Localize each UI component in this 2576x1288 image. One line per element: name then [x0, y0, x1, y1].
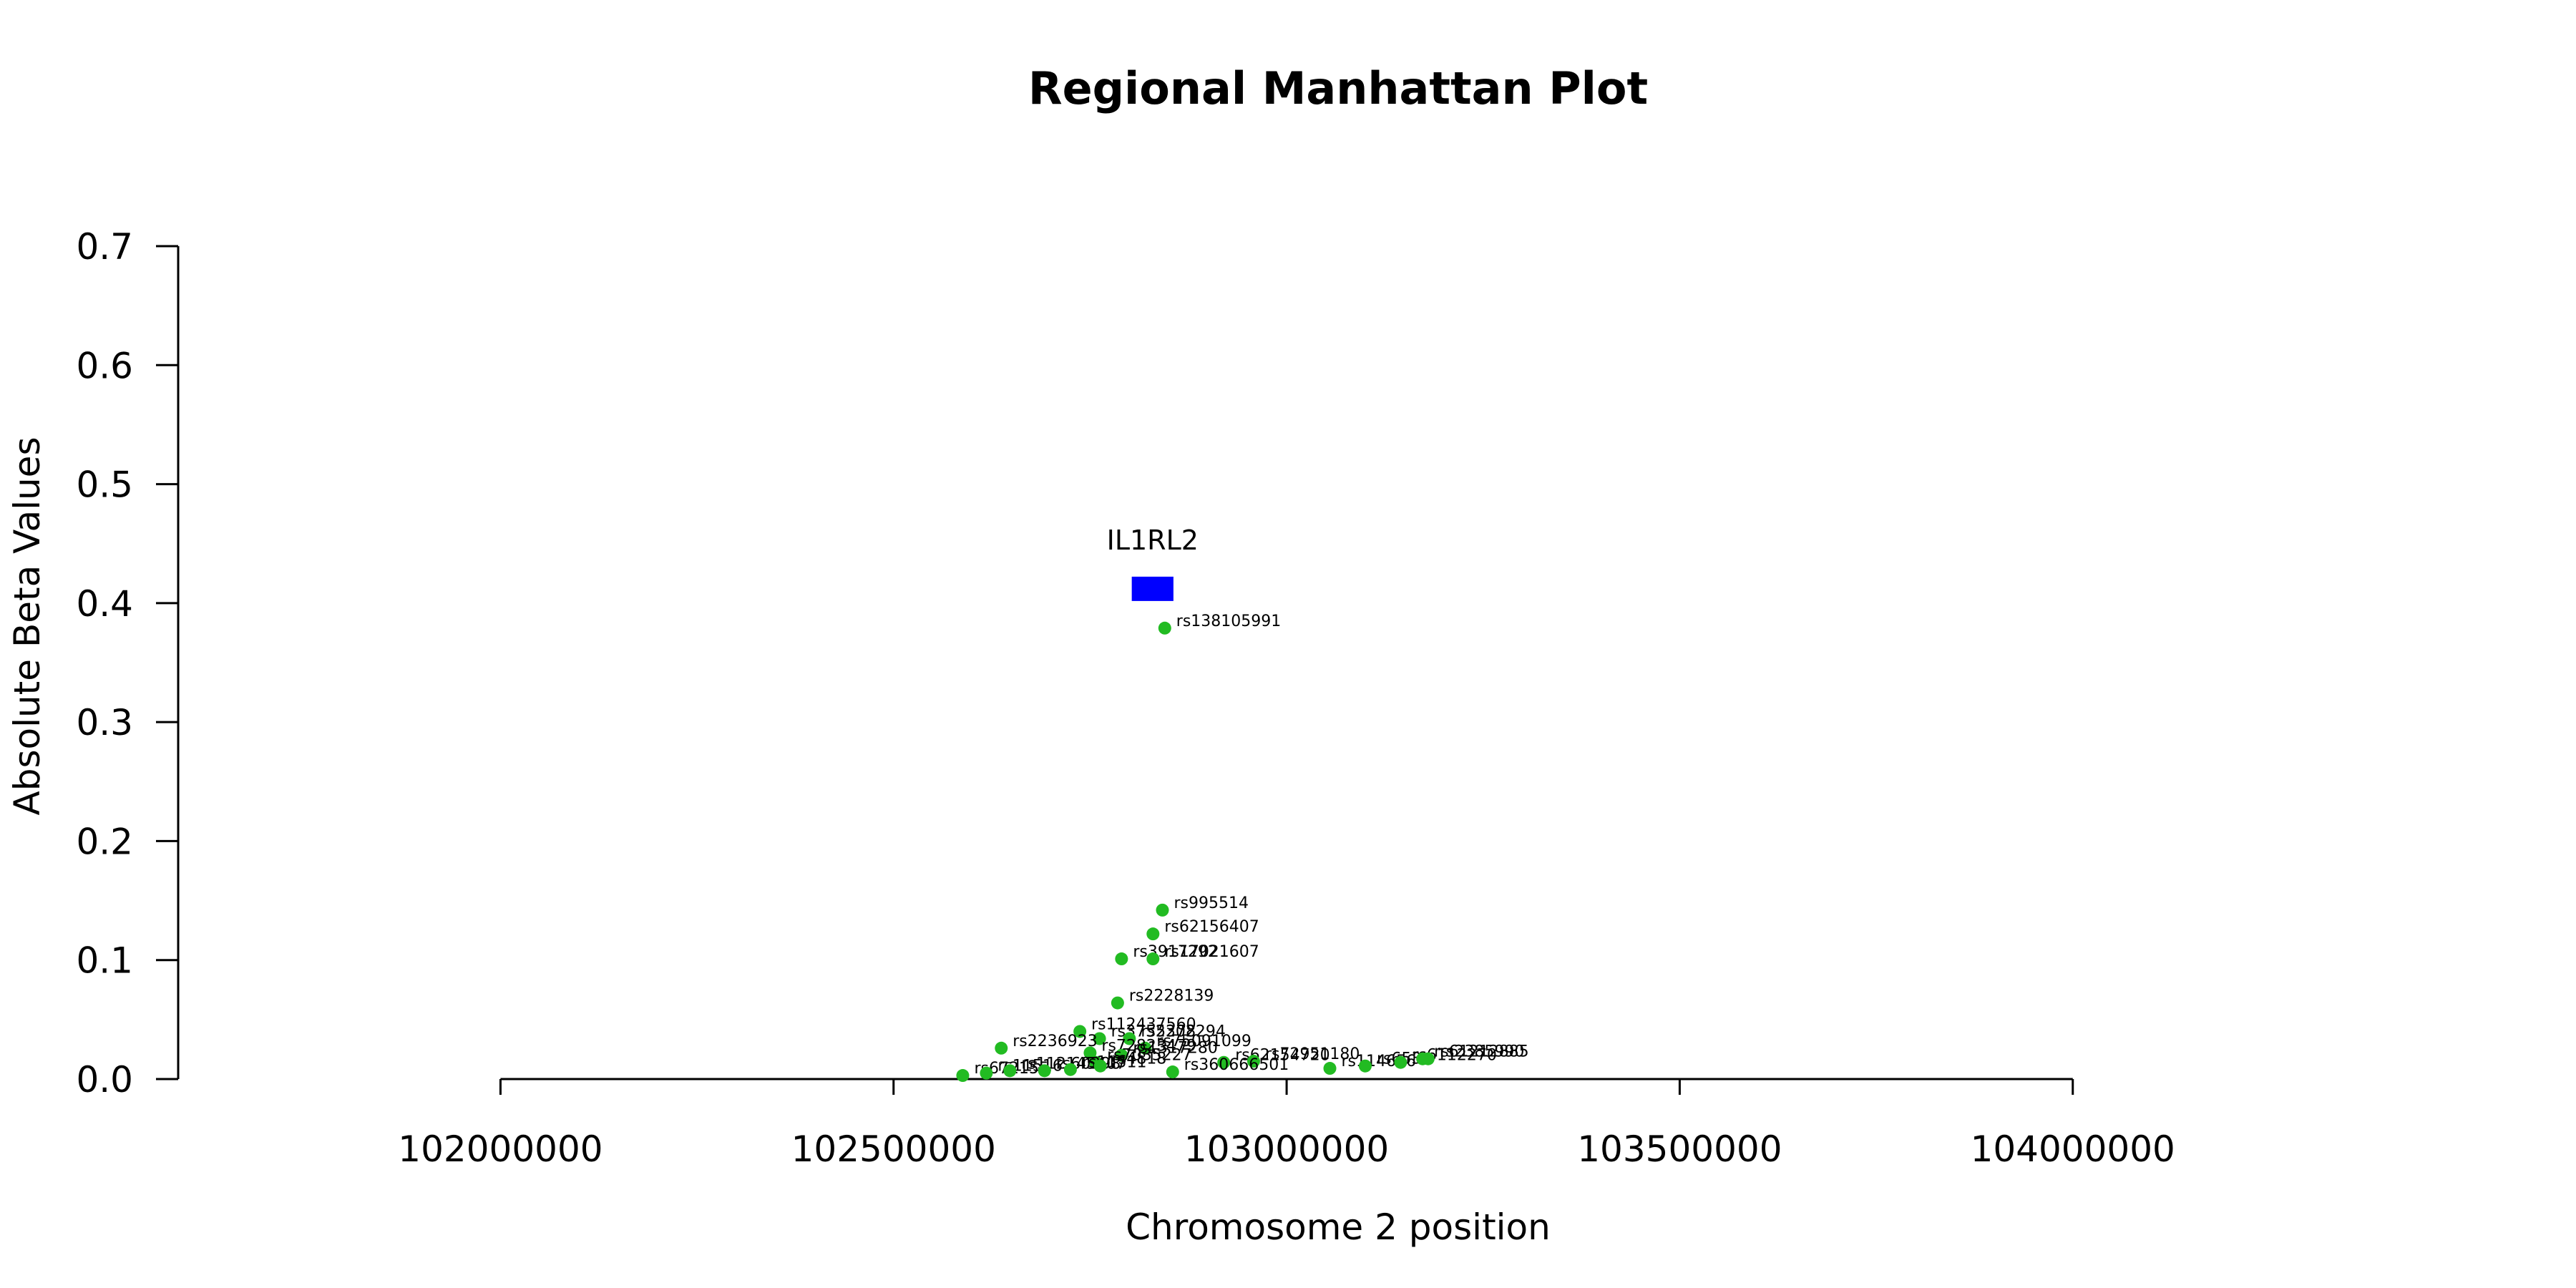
snp-label: rs2228139	[1129, 987, 1214, 1005]
gene-label: IL1RL2	[1107, 525, 1199, 556]
snp-label: rs995514	[1174, 894, 1249, 912]
snp-point	[1115, 952, 1128, 966]
snp-label: rs2236923	[1013, 1033, 1098, 1050]
snp-point	[1358, 1059, 1372, 1073]
snp-label: rs2385990	[1440, 1043, 1525, 1061]
snp-point	[1093, 1032, 1106, 1045]
y-tick-label: 0.4	[76, 583, 133, 625]
x-tick-label: 104000000	[1971, 1128, 2175, 1170]
y-tick-label: 0.5	[76, 464, 133, 506]
snp-point	[1123, 1032, 1136, 1045]
x-tick-label: 102000000	[398, 1128, 602, 1170]
snp-label: rs112437560	[1091, 1015, 1196, 1033]
snp-label: rs138105991	[1176, 613, 1281, 630]
gene-box	[1131, 576, 1174, 601]
snp-point	[956, 1069, 970, 1083]
snp-points: rs138105991rs995514rs62156407rs3917292rs…	[956, 613, 1529, 1083]
snp-point	[1146, 927, 1160, 941]
snp-point	[980, 1066, 993, 1080]
y-tick-label: 0.6	[76, 345, 133, 386]
y-tick-label: 0.7	[76, 226, 133, 268]
snp-label: rs7035227	[1107, 1047, 1192, 1065]
snp-label: rs75091099	[1156, 1033, 1251, 1050]
snp-point	[1093, 1059, 1107, 1073]
snp-label: rs1317280	[1133, 1040, 1218, 1058]
snp-point	[1038, 1064, 1051, 1078]
x-tick-label: 102500000	[791, 1128, 996, 1170]
snp-label: rs17021607	[1164, 943, 1259, 961]
snp-label: rs62156407	[1164, 918, 1259, 936]
snp-point	[1158, 621, 1171, 635]
snp-label: rs61212885	[1434, 1043, 1528, 1061]
axes: 0.0 0.1 0.2 0.3 0.4 0.5 0.6 0.7 102000000 1025000…	[76, 226, 2175, 1170]
snp-point	[1246, 1055, 1260, 1068]
snp-point	[1217, 1055, 1231, 1069]
snp-point	[1083, 1046, 1097, 1060]
snp-point	[1323, 1062, 1337, 1075]
snp-label: rs11511	[1082, 1054, 1147, 1072]
gene-track: IL1RL2	[1107, 525, 1199, 601]
x-axis-label: Chromosome 2 position	[1126, 1206, 1551, 1248]
snp-point	[1146, 952, 1160, 966]
snp-label: rs72951180	[1265, 1045, 1360, 1063]
snp-label: rs4818	[1112, 1050, 1167, 1068]
snp-point	[1063, 1063, 1077, 1076]
snp-point	[1394, 1055, 1407, 1069]
y-axis-label: Absolute Beta Values	[6, 437, 48, 816]
snp-point	[1138, 1041, 1152, 1055]
snp-label: rs2302294	[1141, 1023, 1226, 1040]
y-tick-label: 0.2	[76, 821, 133, 862]
y-tick-label: 0.0	[76, 1059, 133, 1101]
snp-point	[1073, 1025, 1087, 1038]
snp-point	[1156, 903, 1169, 917]
snp-point	[1421, 1052, 1435, 1065]
x-tick-label: 103500000	[1577, 1128, 1782, 1170]
snp-label: rs360666501	[1184, 1056, 1289, 1074]
y-tick-label: 0.3	[76, 702, 133, 743]
snp-point	[1115, 1048, 1128, 1062]
snp-point	[995, 1041, 1008, 1055]
chart-title: Regional Manhattan Plot	[1028, 62, 1648, 114]
x-tick-label: 103000000	[1184, 1128, 1389, 1170]
snp-point	[1166, 1065, 1179, 1079]
snp-point	[1003, 1064, 1017, 1078]
y-tick-label: 0.1	[76, 940, 133, 982]
snp-point	[1111, 996, 1124, 1010]
